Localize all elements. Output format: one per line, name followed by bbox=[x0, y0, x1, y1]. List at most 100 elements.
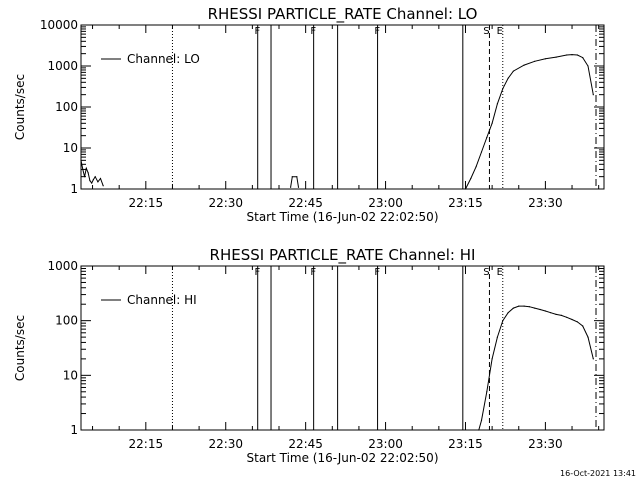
legend-entry: Channel: HI bbox=[127, 293, 197, 307]
flag-label: S bbox=[483, 26, 489, 37]
data-point bbox=[486, 136, 488, 139]
data-point bbox=[523, 305, 525, 307]
x-tick-label: 22:45 bbox=[288, 196, 323, 210]
data-point bbox=[102, 185, 104, 187]
x-axis-label: Start Time (16-Jun-02 22:02:50) bbox=[247, 451, 439, 465]
data-point bbox=[534, 60, 536, 62]
x-tick-label: 23:30 bbox=[528, 196, 563, 210]
series-line bbox=[290, 176, 299, 188]
data-point bbox=[502, 320, 504, 322]
plot-frame bbox=[80, 24, 605, 190]
flag-label: E bbox=[497, 26, 503, 37]
data-point bbox=[555, 313, 557, 315]
flag-label: F bbox=[310, 267, 316, 278]
data-point bbox=[518, 305, 520, 307]
series-line bbox=[465, 54, 594, 190]
timestamp: 16-Oct-2021 13:41 bbox=[560, 469, 636, 478]
y-tick-label: 100 bbox=[55, 314, 78, 328]
flag-label: F bbox=[374, 26, 380, 37]
data-point bbox=[486, 391, 488, 393]
data-point bbox=[475, 166, 477, 168]
x-tick-label: 22:15 bbox=[129, 437, 164, 451]
data-point bbox=[84, 176, 86, 178]
data-point bbox=[491, 358, 493, 360]
x-tick-label: 23:30 bbox=[528, 437, 563, 451]
y-tick-label: 1 bbox=[70, 423, 78, 437]
flag-label: F bbox=[254, 267, 260, 278]
data-point bbox=[566, 316, 568, 318]
data-point bbox=[582, 57, 584, 59]
data-point bbox=[507, 77, 509, 79]
data-point bbox=[587, 336, 589, 338]
x-tick-label: 23:00 bbox=[368, 437, 403, 451]
data-point bbox=[592, 358, 594, 360]
y-tick-label: 1 bbox=[70, 182, 78, 196]
data-point bbox=[91, 182, 93, 184]
data-point bbox=[85, 167, 87, 169]
x-tick-label: 22:30 bbox=[208, 437, 243, 451]
data-point bbox=[582, 325, 584, 327]
data-point bbox=[92, 179, 94, 181]
data-point bbox=[94, 176, 96, 178]
data-point bbox=[512, 70, 515, 72]
data-point bbox=[587, 65, 589, 67]
data-point bbox=[534, 307, 536, 309]
data-point bbox=[592, 94, 594, 96]
data-point bbox=[571, 54, 573, 56]
data-point bbox=[576, 321, 579, 323]
chart-title: RHESSI PARTICLE_RATE Channel: HI bbox=[210, 246, 476, 265]
y-tick-label: 10 bbox=[63, 141, 78, 155]
data-point bbox=[491, 122, 493, 124]
x-tick-label: 22:30 bbox=[208, 196, 243, 210]
data-point bbox=[496, 336, 498, 338]
data-point bbox=[523, 64, 525, 66]
y-tick-label: 10 bbox=[63, 368, 78, 382]
y-axis-label: Counts/sec bbox=[13, 74, 27, 140]
series-line bbox=[478, 305, 594, 431]
y-axis-label: Counts/sec bbox=[13, 315, 27, 381]
data-point bbox=[470, 177, 472, 180]
y-tick-label: 1000 bbox=[47, 259, 78, 273]
data-point bbox=[97, 181, 99, 183]
y-tick-label: 1000 bbox=[47, 59, 78, 73]
data-point bbox=[99, 177, 102, 180]
data-point bbox=[528, 306, 531, 308]
data-point bbox=[478, 429, 480, 431]
data-point bbox=[566, 54, 568, 56]
data-point bbox=[539, 308, 541, 311]
data-point bbox=[555, 56, 557, 58]
flag-label: E bbox=[497, 267, 503, 278]
data-point bbox=[87, 172, 89, 174]
x-tick-label: 22:15 bbox=[129, 196, 164, 210]
legend-entry: Channel: LO bbox=[127, 52, 200, 66]
flag-label: F bbox=[374, 267, 380, 278]
data-point bbox=[560, 314, 563, 316]
data-point bbox=[512, 307, 515, 309]
data-point bbox=[502, 88, 504, 90]
data-point bbox=[480, 419, 483, 421]
data-point bbox=[82, 168, 84, 170]
plot-frame bbox=[80, 265, 605, 431]
data-point bbox=[297, 186, 300, 188]
data-point bbox=[507, 312, 509, 314]
data-point bbox=[480, 151, 483, 153]
data-point bbox=[496, 103, 498, 105]
data-point bbox=[571, 318, 573, 321]
data-point bbox=[550, 312, 552, 314]
x-tick-label: 23:15 bbox=[448, 196, 483, 210]
y-tick-label: 10000 bbox=[40, 18, 78, 32]
data-point bbox=[291, 176, 293, 178]
data-point bbox=[296, 176, 298, 178]
flag-label: S bbox=[483, 267, 489, 278]
data-point bbox=[544, 58, 547, 60]
data-point bbox=[464, 188, 467, 190]
x-tick-label: 23:15 bbox=[448, 437, 483, 451]
data-point bbox=[576, 54, 579, 56]
data-point bbox=[89, 180, 91, 182]
data-point bbox=[80, 159, 82, 161]
chart-panel-2: RHESSI PARTICLE_RATE Channel: HI 1 10 100 10… bbox=[13, 246, 605, 465]
flag-label: F bbox=[310, 26, 316, 37]
x-axis-label: Start Time (16-Jun-02 22:02:50) bbox=[247, 210, 439, 224]
x-tick-label: 23:00 bbox=[368, 196, 403, 210]
